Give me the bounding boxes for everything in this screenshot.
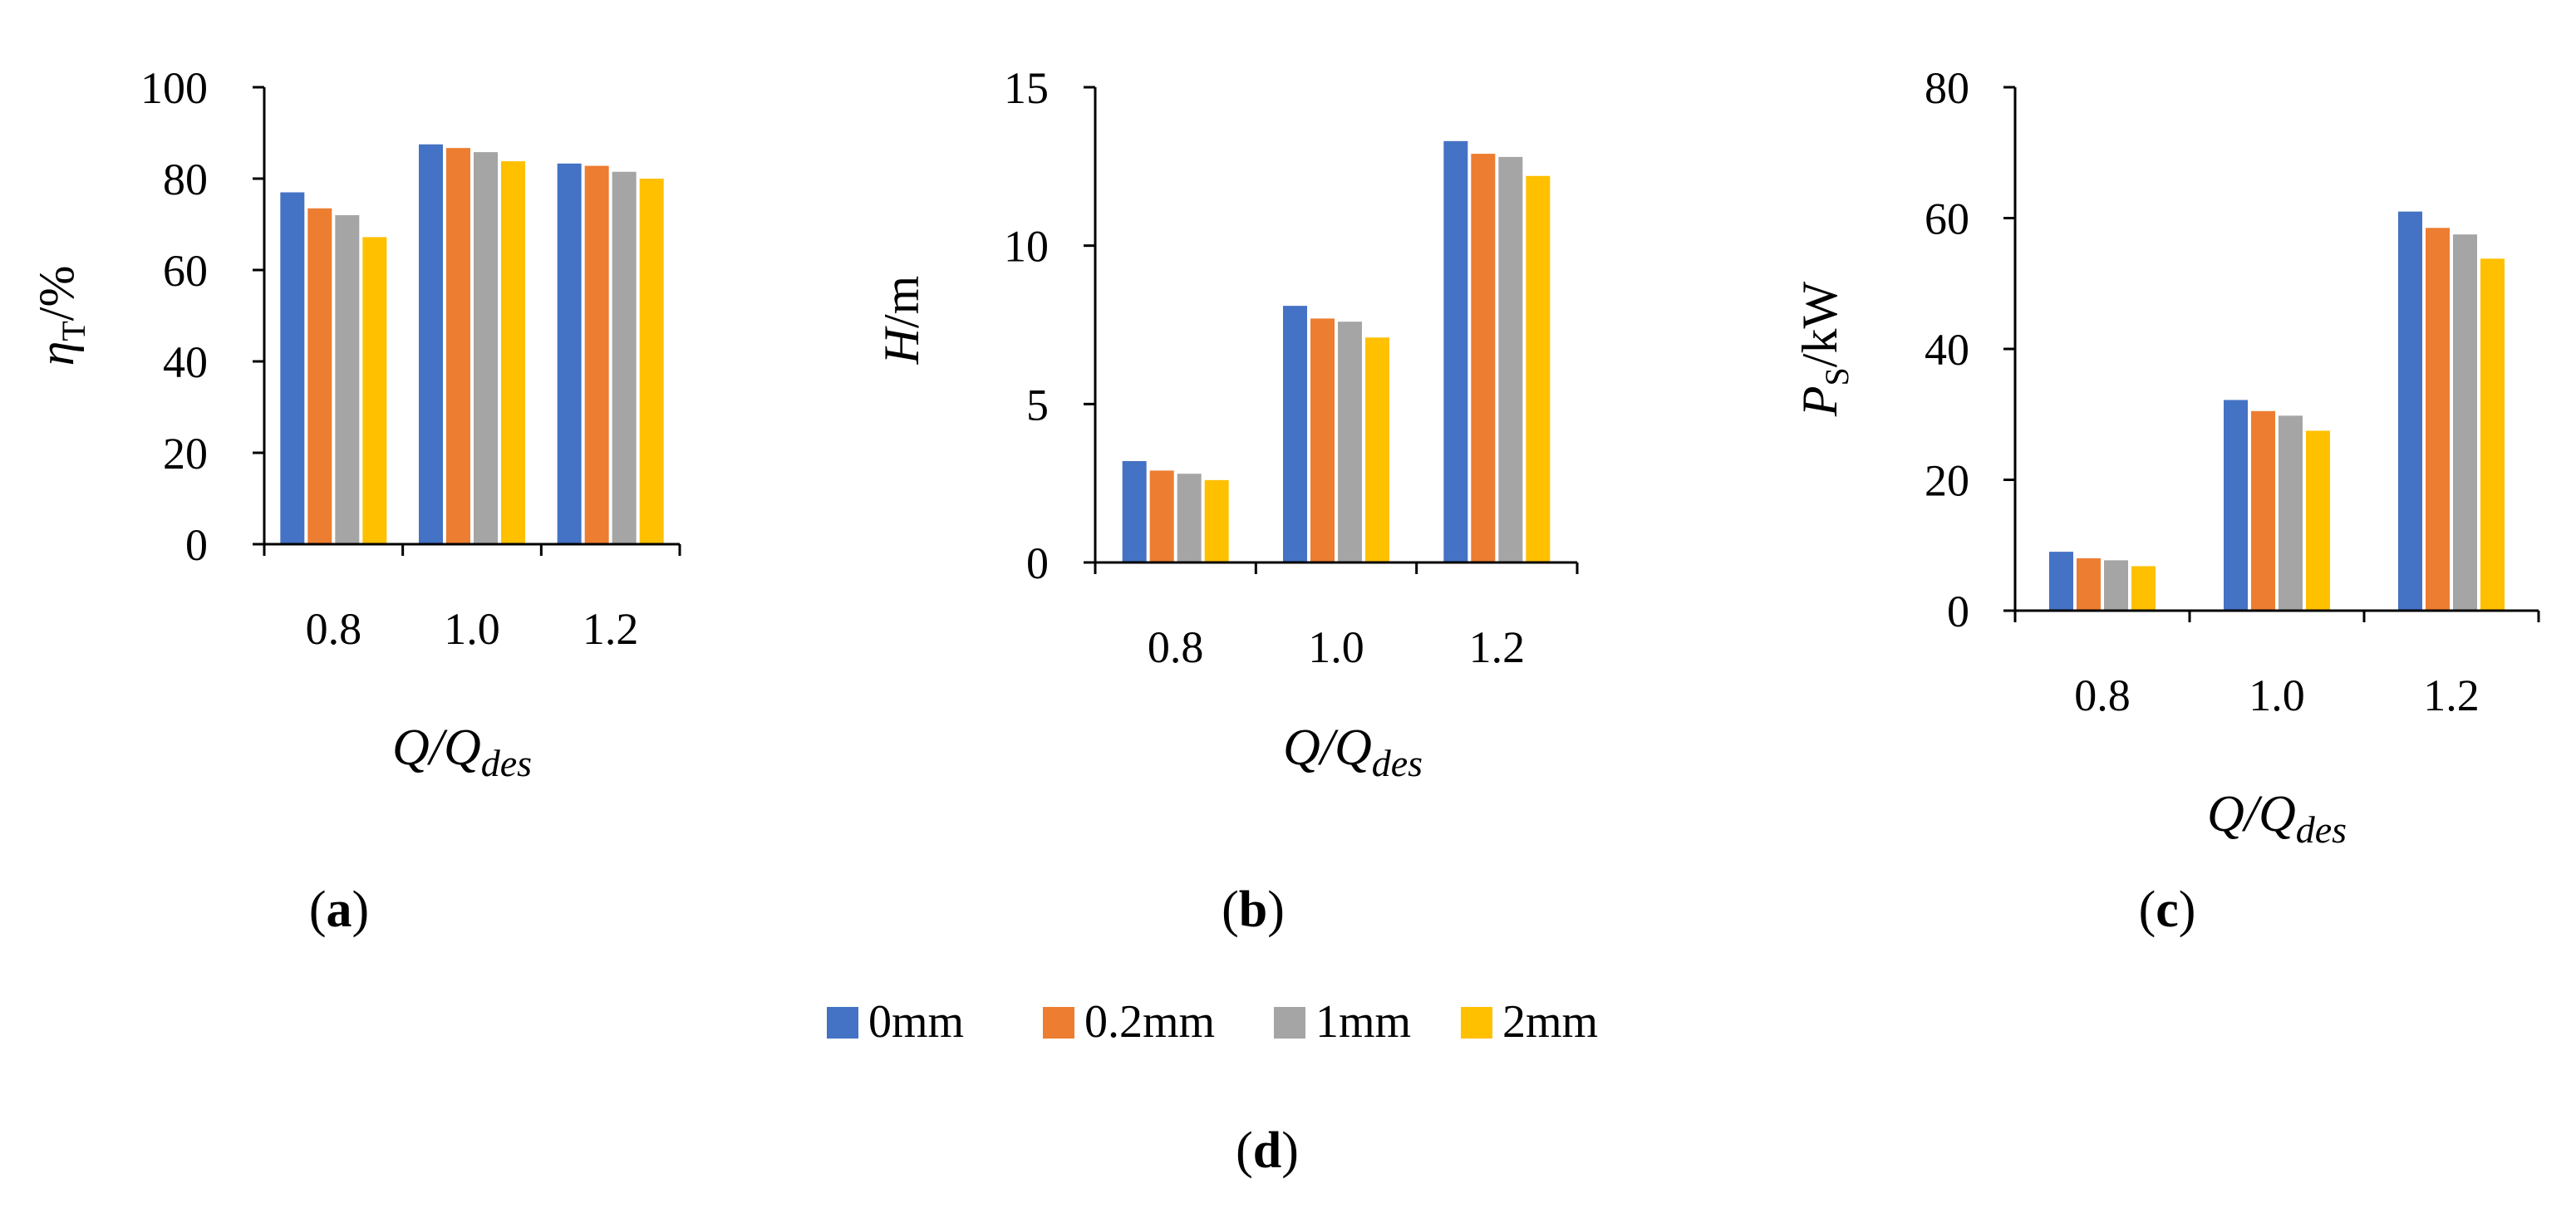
- bar-a-0.2mm-0.8: [307, 208, 332, 544]
- panel-label: (c): [2139, 882, 2196, 938]
- y-tick-label: 15: [1004, 63, 1049, 113]
- bar-c-0mm-1.2: [2398, 211, 2422, 611]
- bar-b-0mm-1.0: [1283, 306, 1307, 562]
- y-tick-label: 0: [185, 520, 208, 570]
- bar-b-2mm-1.0: [1365, 337, 1389, 562]
- x-axis-label: Q/Qdes: [2207, 786, 2347, 851]
- panel-label: (a): [309, 882, 369, 938]
- bar-c-1mm-1.0: [2279, 415, 2303, 611]
- y-axis-label: H/m: [874, 276, 929, 366]
- bar-a-1mm-1.0: [474, 152, 498, 544]
- bar-a-0mm-1.0: [419, 144, 443, 544]
- bar-a-1mm-0.8: [335, 215, 360, 544]
- legend-swatch-1mm: [1274, 1007, 1305, 1039]
- legend-label-0.2mm: 0.2mm: [1084, 996, 1215, 1048]
- bar-a-1mm-1.2: [612, 171, 637, 544]
- y-tick-label: 20: [163, 429, 208, 479]
- x-tick-label: 1.0: [1308, 622, 1364, 672]
- bar-a-0mm-1.2: [557, 163, 582, 544]
- x-axis-label: Q/Qdes: [1283, 719, 1423, 784]
- bar-c-0.2mm-1.0: [2251, 410, 2275, 611]
- bar-b-0.2mm-1.0: [1310, 318, 1335, 562]
- bar-c-2mm-1.2: [2480, 258, 2505, 611]
- y-tick-label: 80: [163, 155, 208, 204]
- bar-b-0mm-1.2: [1443, 140, 1468, 562]
- bar-b-2mm-0.8: [1204, 479, 1229, 562]
- x-tick-label: 1.0: [444, 604, 500, 654]
- figure-label: (d): [1236, 1122, 1299, 1179]
- bar-c-0mm-1.0: [2224, 400, 2248, 611]
- x-tick-label: 0.8: [2074, 670, 2131, 720]
- x-axis-label: Q/Qdes: [392, 719, 532, 784]
- y-tick-label: 0: [1947, 587, 1969, 636]
- legend: 0mm 0.2mm 1mm 2mm: [827, 996, 1598, 1048]
- x-tick-label: 1.0: [2249, 670, 2305, 720]
- bar-b-1mm-0.8: [1177, 474, 1202, 562]
- bar-c-0.2mm-0.8: [2077, 558, 2101, 611]
- x-tick-label: 0.8: [306, 604, 362, 654]
- bar-a-0mm-0.8: [280, 192, 305, 544]
- bar-a-2mm-1.2: [639, 179, 664, 544]
- y-tick-label: 0: [1026, 538, 1049, 588]
- bar-a-0.2mm-1.0: [446, 148, 470, 544]
- bar-c-1mm-1.2: [2453, 234, 2477, 611]
- bar-a-2mm-0.8: [362, 237, 387, 544]
- chart-panel-b: 0.8 1.0 1.2 0 5 10 15 H/m Q/Qdes (b): [874, 63, 1579, 938]
- y-axis-label: ηT/%: [29, 266, 92, 366]
- bar-b-0.2mm-1.2: [1471, 154, 1496, 562]
- bar-c-2mm-1.0: [2306, 430, 2330, 611]
- legend-label-2mm: 2mm: [1502, 996, 1598, 1048]
- y-tick-label: 40: [1925, 325, 1969, 375]
- bar-a-2mm-1.0: [501, 161, 525, 544]
- y-tick-label: 10: [1004, 222, 1049, 272]
- chart-panel-c: 0.8 1.0 1.2 0 20 40 60 80 PS/kW Q/Qdes(c): [1792, 63, 2540, 938]
- y-tick-label: 80: [1925, 63, 1969, 113]
- bar-a-0.2mm-1.2: [584, 165, 609, 544]
- bar-b-2mm-1.2: [1526, 175, 1551, 563]
- chart-panel-a: 0.8 1.0 1.2 0 20 40 60 80 100 ηT/% Q/Qdes (a): [29, 63, 681, 938]
- x-tick-label: 1.2: [583, 604, 639, 654]
- y-tick-label: 20: [1925, 456, 1969, 506]
- bar-c-0mm-0.8: [2049, 552, 2073, 611]
- bar-b-1mm-1.2: [1498, 156, 1523, 563]
- bar-b-0mm-0.8: [1122, 460, 1147, 562]
- bar-c-0.2mm-1.2: [2426, 228, 2450, 611]
- x-tick-label: 0.8: [1148, 622, 1204, 672]
- legend-label-1mm: 1mm: [1315, 996, 1411, 1048]
- legend-swatch-0mm: [827, 1007, 858, 1039]
- y-tick-label: 40: [163, 337, 208, 387]
- y-tick-label: 60: [1925, 194, 1969, 244]
- bar-b-0.2mm-0.8: [1149, 470, 1174, 562]
- legend-swatch-0.2mm: [1043, 1007, 1074, 1039]
- y-tick-label: 100: [140, 63, 208, 113]
- bar-b-1mm-1.0: [1338, 322, 1362, 562]
- y-tick-label: 60: [163, 246, 208, 296]
- x-tick-label: 1.2: [2423, 670, 2480, 720]
- legend-label-0mm: 0mm: [868, 996, 964, 1048]
- y-axis-label: PS/kW: [1792, 282, 1856, 418]
- bar-c-2mm-0.8: [2131, 566, 2156, 611]
- legend-swatch-2mm: [1461, 1007, 1492, 1039]
- bar-c-1mm-0.8: [2104, 560, 2128, 611]
- panel-label: (b): [1222, 882, 1285, 938]
- y-tick-label: 5: [1026, 380, 1049, 430]
- x-tick-label: 1.2: [1469, 622, 1526, 672]
